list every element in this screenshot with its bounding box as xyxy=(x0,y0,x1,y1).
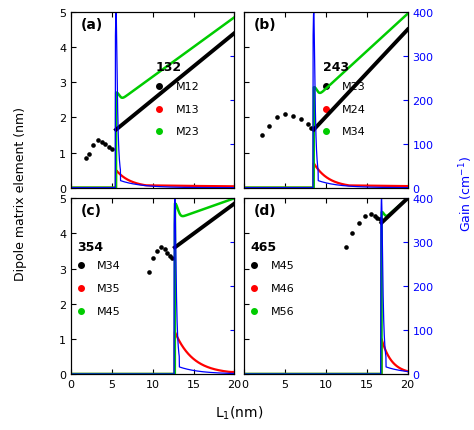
Point xyxy=(258,132,266,139)
Point xyxy=(157,244,165,251)
Point xyxy=(105,144,112,151)
Point xyxy=(145,269,153,276)
Point xyxy=(149,255,156,262)
Text: M34: M34 xyxy=(342,127,366,137)
Text: M56: M56 xyxy=(270,306,294,316)
Text: L$_1$(nm): L$_1$(nm) xyxy=(215,404,264,421)
Text: 354: 354 xyxy=(78,240,104,253)
Point xyxy=(304,122,312,129)
Text: (c): (c) xyxy=(81,204,102,218)
Point xyxy=(161,246,169,253)
Text: M46: M46 xyxy=(270,283,294,293)
Text: M45: M45 xyxy=(270,261,294,270)
Point xyxy=(355,220,363,227)
Point xyxy=(308,125,315,132)
Point xyxy=(85,151,93,158)
Point xyxy=(282,111,289,118)
Point xyxy=(101,141,109,148)
Text: 243: 243 xyxy=(323,61,349,74)
Point xyxy=(166,253,174,260)
Text: M13: M13 xyxy=(176,104,199,114)
Point xyxy=(153,248,161,255)
Text: Gain (cm$^{-1}$): Gain (cm$^{-1}$) xyxy=(457,156,474,231)
Text: 132: 132 xyxy=(156,61,182,74)
Text: M45: M45 xyxy=(97,306,121,316)
Text: M24: M24 xyxy=(342,104,366,114)
Text: M23: M23 xyxy=(176,127,200,137)
Point xyxy=(361,213,369,220)
Point xyxy=(367,211,374,218)
Text: (d): (d) xyxy=(254,204,277,218)
Point xyxy=(348,230,356,237)
Point xyxy=(371,213,379,220)
Text: 465: 465 xyxy=(251,240,277,253)
Text: M34: M34 xyxy=(97,261,121,270)
Point xyxy=(290,113,297,120)
Point xyxy=(265,123,273,130)
Point xyxy=(343,244,350,251)
Point xyxy=(298,117,305,123)
Point xyxy=(94,138,102,144)
Text: M35: M35 xyxy=(97,283,121,293)
Point xyxy=(90,143,97,150)
Text: (a): (a) xyxy=(81,18,103,32)
Point xyxy=(98,139,106,146)
Point xyxy=(164,250,171,257)
Point xyxy=(376,216,383,223)
Point xyxy=(169,255,176,262)
Text: M23: M23 xyxy=(342,82,366,92)
Text: Dipole matrix element (nm): Dipole matrix element (nm) xyxy=(14,107,27,280)
Point xyxy=(273,115,281,122)
Text: (b): (b) xyxy=(254,18,277,32)
Point xyxy=(108,146,116,153)
Text: M12: M12 xyxy=(176,82,200,92)
Point xyxy=(374,215,381,221)
Point xyxy=(82,155,90,162)
